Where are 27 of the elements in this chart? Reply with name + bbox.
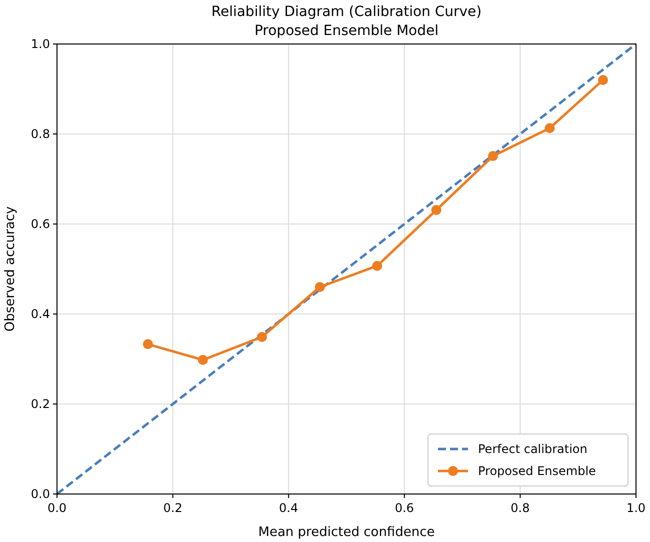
point bbox=[488, 151, 498, 162]
chart-subtitle: Proposed Ensemble Model bbox=[254, 23, 439, 39]
point bbox=[598, 75, 608, 85]
x-tick-label: 0.8 bbox=[510, 501, 530, 515]
y-tick-label: 0.6 bbox=[30, 217, 50, 231]
x-axis-title: Mean predicted confidence bbox=[258, 525, 435, 540]
y-tick-label: 0.8 bbox=[30, 127, 50, 141]
x-tick-label: 0.0 bbox=[47, 501, 67, 515]
x-tick-label: 0.2 bbox=[163, 501, 182, 515]
point bbox=[431, 205, 442, 216]
legend-label: Perfect calibration bbox=[478, 442, 588, 456]
point bbox=[142, 339, 153, 350]
y-tick-label: 1.0 bbox=[30, 37, 50, 51]
x-tick-label: 1.0 bbox=[626, 501, 646, 515]
chart-title: Reliability Diagram (Calibration Curve) bbox=[211, 4, 482, 20]
point bbox=[372, 260, 382, 271]
point bbox=[198, 354, 208, 365]
point bbox=[544, 123, 555, 134]
y-tick-label: 0.2 bbox=[30, 397, 50, 411]
point bbox=[314, 282, 325, 292]
legend-label: Proposed Ensemble bbox=[478, 464, 596, 478]
point bbox=[256, 332, 267, 342]
x-tick-label: 0.6 bbox=[394, 501, 414, 515]
x-tick-label: 0.4 bbox=[279, 501, 298, 515]
y-tick-label: 0.0 bbox=[30, 487, 50, 501]
y-tick-label: 0.4 bbox=[30, 307, 50, 321]
y-axis-title: Observed accuracy bbox=[3, 206, 18, 332]
